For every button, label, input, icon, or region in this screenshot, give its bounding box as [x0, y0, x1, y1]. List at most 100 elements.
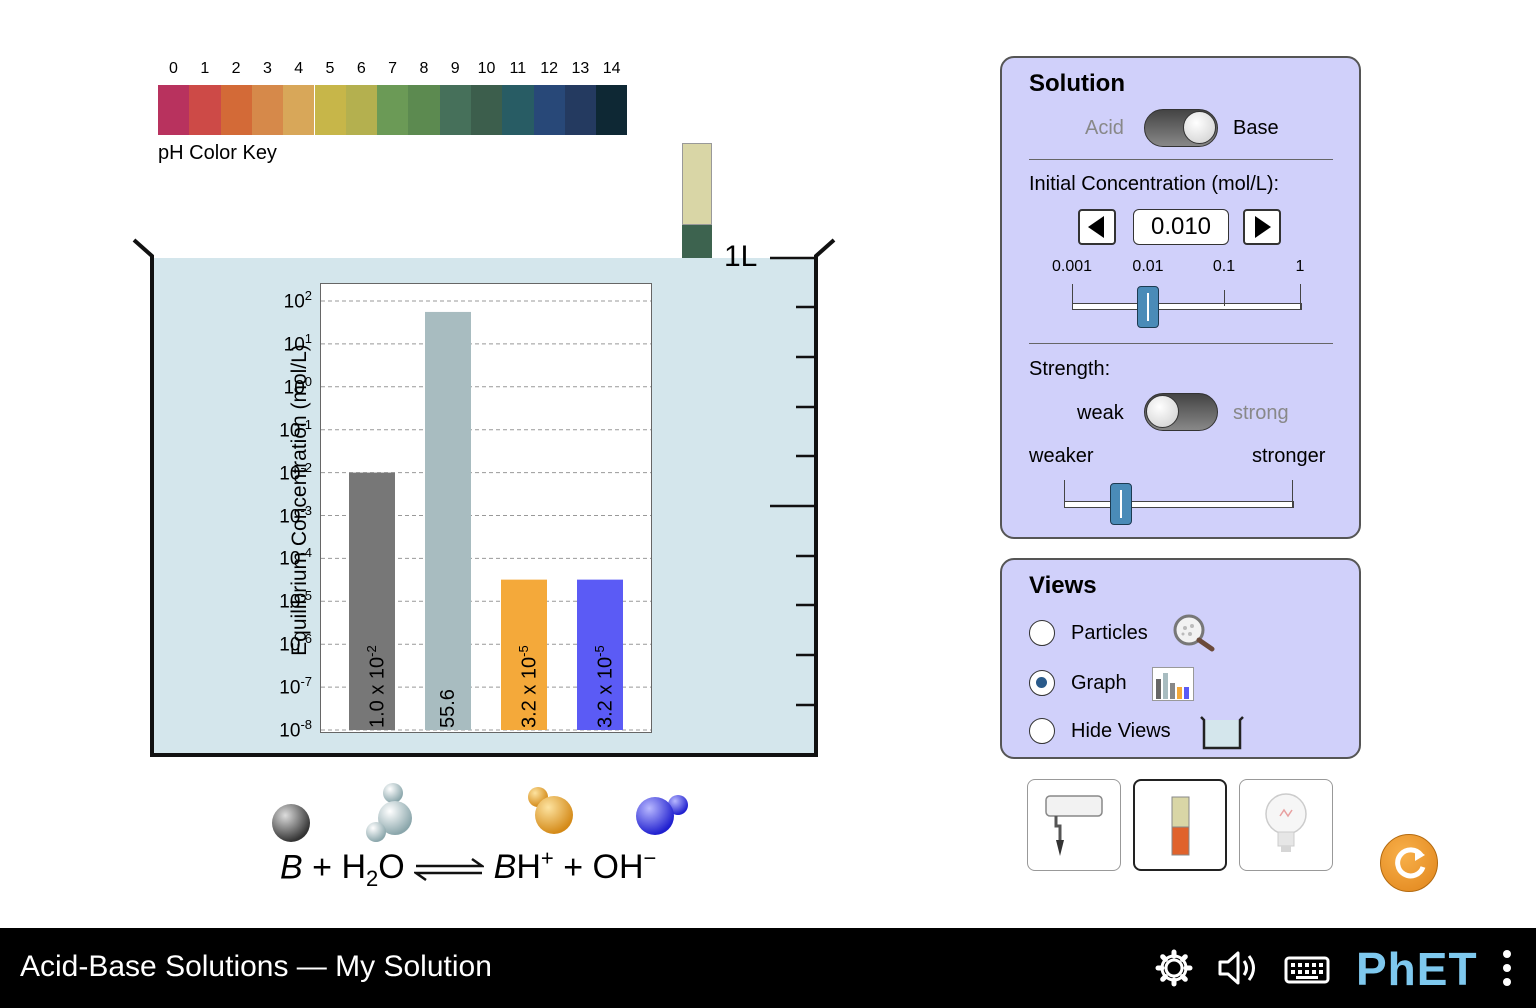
y-tick-label: 100	[283, 373, 312, 399]
concentration-bar	[349, 472, 395, 730]
reaction-equation: B + H2O BH+ + OH−	[270, 780, 730, 910]
weak-strong-toggle[interactable]	[1144, 393, 1218, 431]
strength-slider-track[interactable]	[1064, 501, 1294, 508]
ph-key-color-cell	[471, 85, 503, 135]
keyboard-icon[interactable]	[1284, 952, 1330, 986]
ph-key-color-cell	[220, 85, 252, 135]
ph-key-number: 8	[419, 60, 429, 77]
species-b: B	[280, 848, 303, 887]
reset-icon	[1395, 847, 1426, 879]
y-tick-label: 10-8	[279, 717, 312, 742]
ph-key-color-cell	[408, 85, 440, 135]
concentration-scale-label: 0.1	[1212, 258, 1236, 275]
views-panel-title: Views	[1029, 572, 1097, 599]
ph-color-key: 0 1 2 3 4 5 6 7 8 9 10 11 12 13 14 pH Color Key	[158, 60, 628, 170]
decrease-concentration-button[interactable]	[1078, 209, 1116, 245]
initial-concentration-label: Initial Concentration (mol/L):	[1029, 173, 1280, 195]
bar-value-label: 3.2 x 10-5	[592, 645, 617, 728]
ph-meter-icon	[1045, 795, 1103, 856]
concentration-scale-label: 0.001	[1051, 258, 1093, 275]
species-oh: OH−	[592, 846, 657, 887]
right-arrow-icon	[1255, 216, 1271, 238]
more-options-icon[interactable]	[1500, 946, 1514, 990]
concentration-bar	[577, 579, 623, 730]
audio-icon[interactable]	[1216, 948, 1260, 988]
hide-views-radio[interactable]	[1029, 718, 1055, 744]
ph-key-number: 11	[509, 60, 527, 77]
beaker-icon	[1200, 716, 1244, 750]
ph-key-color-cell	[377, 85, 409, 135]
concentration-graph: Equilibrium Concentration (mol/L) 102 101…	[200, 283, 660, 743]
particles-label[interactable]: Particles	[1071, 622, 1148, 644]
stronger-label: stronger	[1252, 445, 1326, 467]
ph-key-number: 2	[231, 60, 241, 77]
ph-key-number: 4	[294, 60, 304, 77]
ph-key-number: 12	[540, 60, 558, 77]
y-tick-label: 10-6	[279, 631, 312, 656]
y-tick-label: 10-4	[279, 545, 312, 570]
ph-key-number: 9	[450, 60, 460, 77]
reaction-molecules	[272, 783, 688, 842]
ph-key-color-cell	[345, 85, 378, 135]
strength-slider-thumb[interactable]	[1110, 483, 1132, 525]
ph-key-color-cell	[158, 85, 190, 135]
equilibrium-arrow-icon	[412, 858, 487, 882]
ph-paper-icon	[1171, 796, 1190, 856]
left-arrow-icon	[1088, 216, 1104, 238]
species-bh: BH+	[493, 846, 554, 887]
ph-key-color-cell	[439, 85, 471, 135]
bar-graph-icon	[1152, 667, 1194, 701]
ph-paper-tool-button[interactable]	[1133, 779, 1227, 871]
reset-all-button[interactable]	[1380, 834, 1438, 892]
ph-key-color-cell	[314, 85, 346, 135]
bar-value-label: 3.2 x 10-5	[516, 645, 541, 728]
acid-label[interactable]: Acid	[1085, 117, 1124, 139]
y-tick-label: 10-5	[279, 588, 312, 613]
conjugate-acid-molecule-icon	[528, 787, 573, 834]
solution-panel: Solution Acid Base Initial Concentration…	[1000, 56, 1361, 539]
ph-key-number: 5	[325, 60, 335, 77]
ph-key-color-cell	[533, 85, 565, 135]
bar-value-label: 1.0 x 10-2	[364, 645, 389, 728]
concentration-bar	[501, 579, 547, 730]
graph-label[interactable]: Graph	[1071, 672, 1127, 694]
strong-label[interactable]: strong	[1233, 402, 1289, 424]
concentration-slider-track[interactable]	[1072, 303, 1302, 310]
increase-concentration-button[interactable]	[1243, 209, 1281, 245]
graph-svg	[321, 300, 651, 731]
y-tick-label: 101	[283, 330, 312, 356]
navigation-bar: Acid-Base Solutions — My Solution PhET	[0, 928, 1536, 1008]
y-tick-label: 10-3	[279, 502, 312, 527]
ph-key-color-cell	[189, 85, 221, 135]
water-molecule-icon	[366, 783, 412, 842]
ph-key-number: 3	[262, 60, 272, 77]
sim-title: Acid-Base Solutions — My Solution	[20, 950, 492, 983]
concentration-value: 0.010	[1133, 209, 1229, 245]
ph-key-number: 7	[388, 60, 398, 77]
particles-radio[interactable]	[1029, 620, 1055, 646]
concentration-bar	[425, 311, 471, 730]
weak-label[interactable]: weak	[1077, 402, 1124, 424]
concentration-slider-thumb[interactable]	[1137, 286, 1159, 328]
species-water: H2O	[341, 848, 405, 892]
y-tick-label: 10-2	[279, 459, 312, 484]
base-label[interactable]: Base	[1233, 117, 1279, 139]
ph-key-color-cell	[502, 85, 534, 135]
hydroxide-molecule-icon	[636, 795, 688, 835]
ph-key-color-cell	[564, 85, 597, 135]
y-tick-label: 10-7	[279, 674, 312, 699]
hide-views-label[interactable]: Hide Views	[1071, 720, 1171, 742]
ph-key-color-cell	[251, 85, 284, 135]
settings-gear-icon[interactable]	[1154, 948, 1194, 988]
phet-logo-text: PhET	[1356, 943, 1478, 995]
concentration-scale-label: 0.01	[1132, 258, 1164, 275]
conductivity-tool-button[interactable]	[1239, 779, 1333, 871]
ph-key-color-cell	[596, 85, 628, 135]
graph-radio[interactable]	[1029, 670, 1055, 696]
magnifier-icon	[1173, 614, 1215, 652]
phet-logo[interactable]: PhET	[1356, 942, 1478, 996]
acid-base-toggle[interactable]	[1144, 109, 1218, 147]
ph-color-key-label: pH Color Key	[158, 142, 277, 164]
ph-meter-tool-button[interactable]	[1027, 779, 1121, 871]
equation-text: B + H2O BH+ + OH−	[280, 846, 657, 892]
